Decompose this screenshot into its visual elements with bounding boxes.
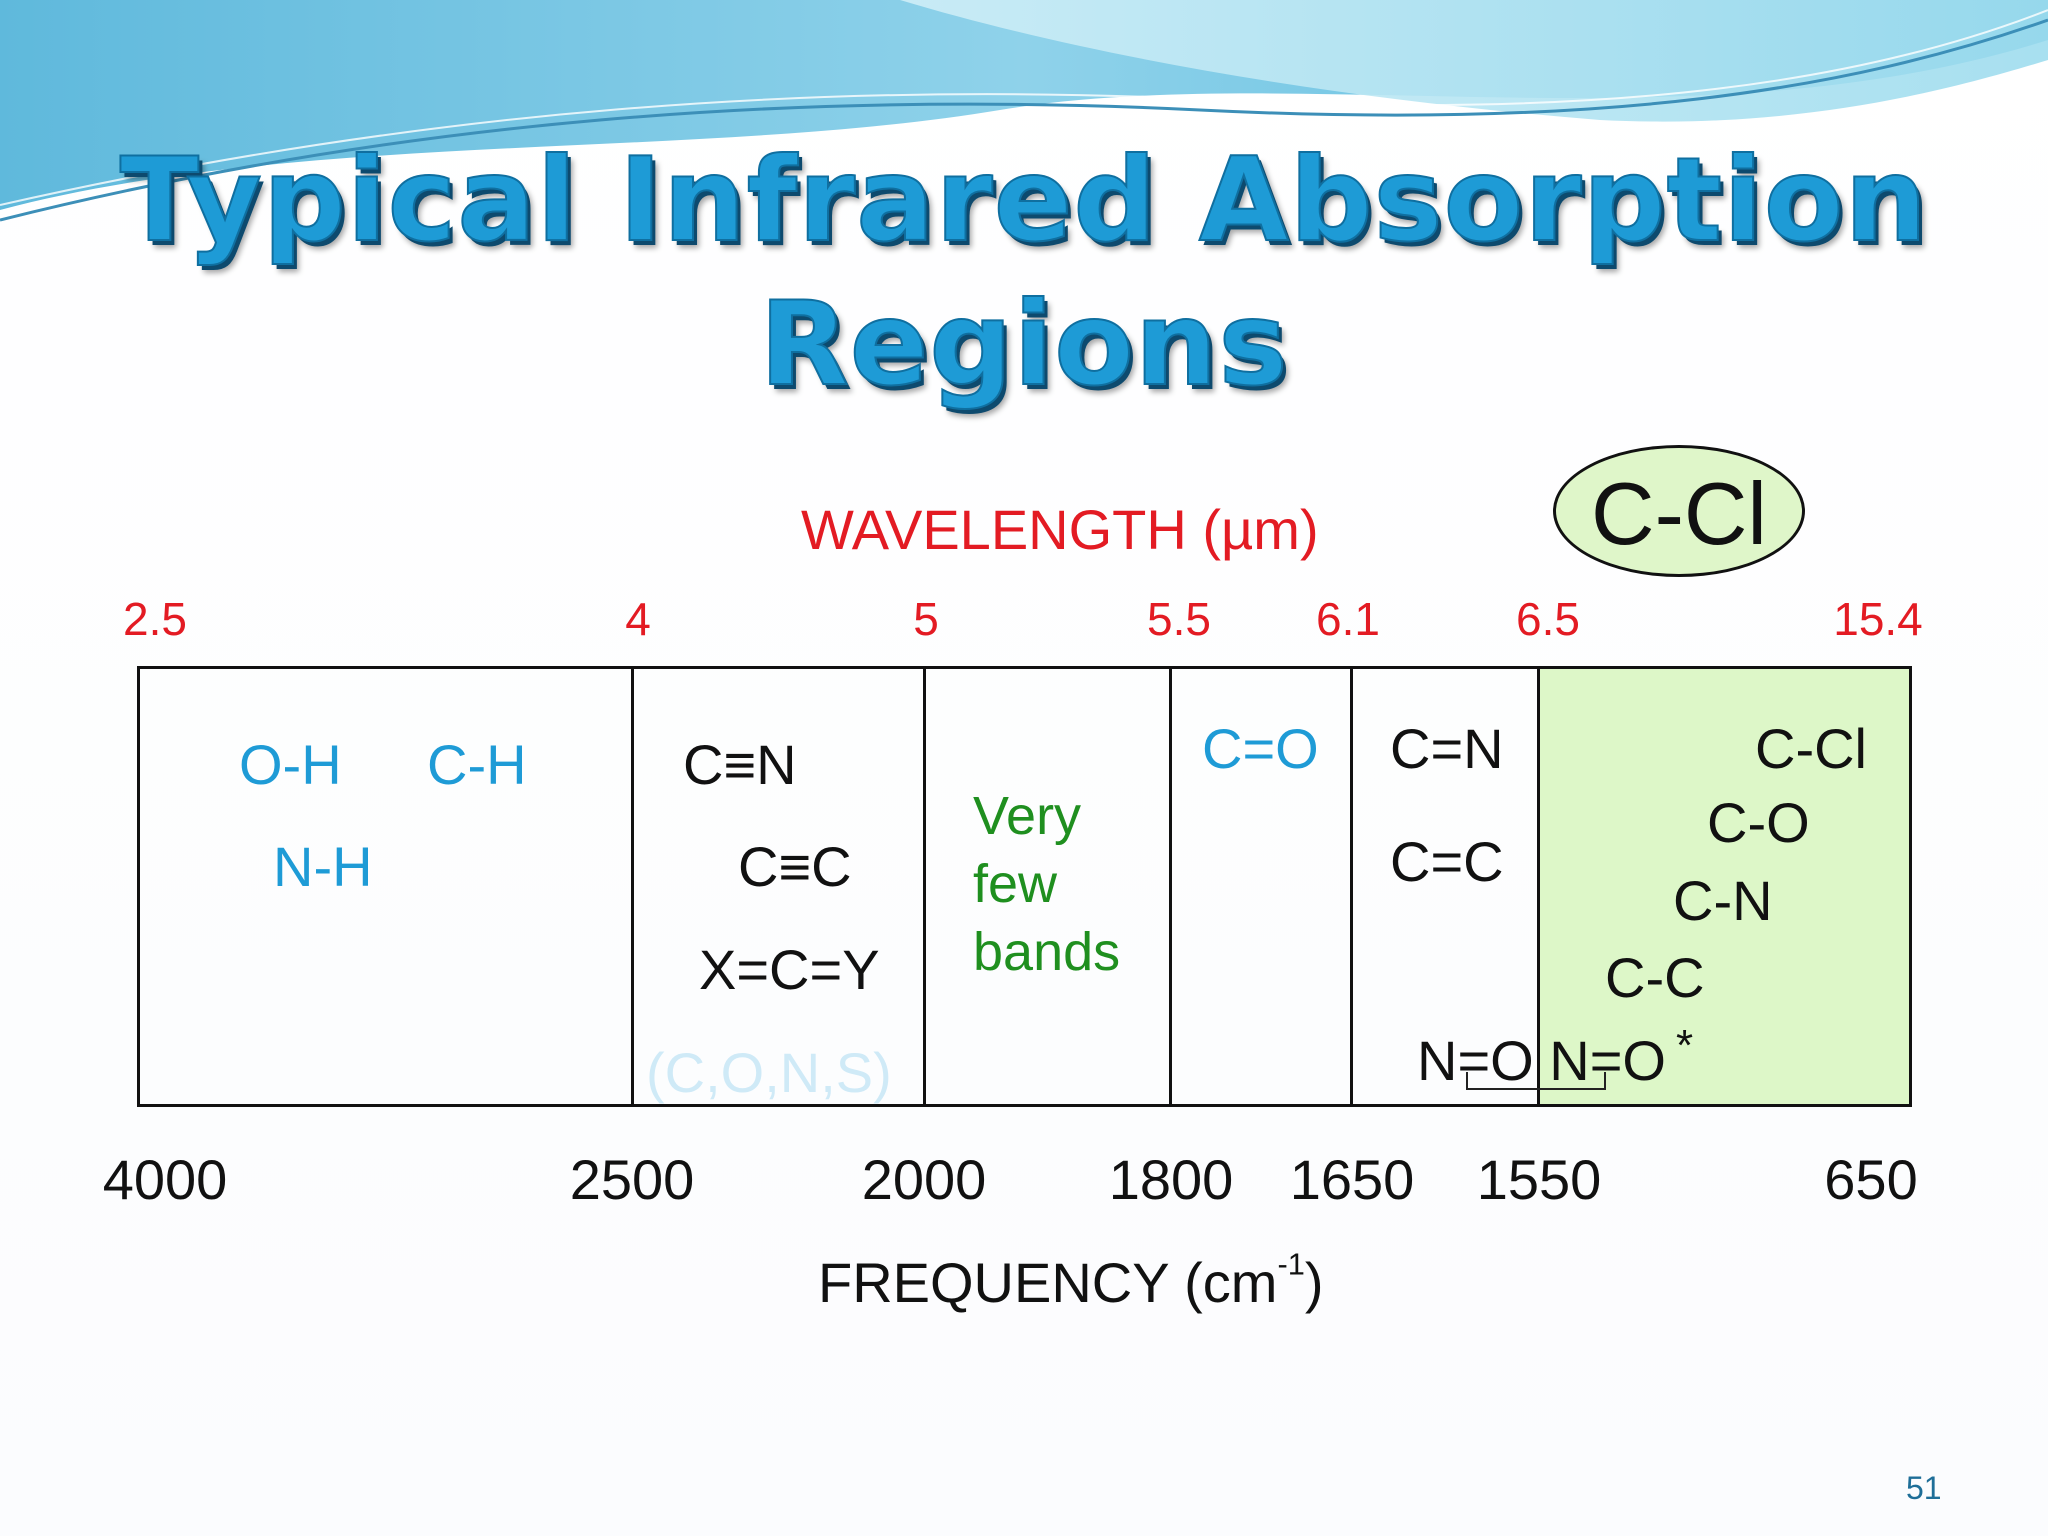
label-x-c-y: X=C=Y	[699, 938, 880, 1001]
header-wave-decoration	[0, 0, 2048, 222]
label-cons: (C,O,N,S)	[646, 1041, 892, 1104]
divider-1550	[1537, 666, 1540, 1107]
label-c-triple-n: C≡N	[683, 733, 797, 796]
asterisk-mark: *	[1676, 1021, 1694, 1070]
divider-2000	[923, 666, 926, 1107]
wavelength-tick-5-5: 5.5	[1147, 593, 1211, 645]
frequency-tick-2500: 2500	[569, 1148, 695, 1211]
label-c-c-single: C-C	[1605, 946, 1705, 1009]
divider-1650	[1350, 666, 1353, 1107]
label-c-triple-c: C≡C	[738, 835, 852, 898]
wavelength-tick-6-1: 6.1	[1316, 593, 1380, 645]
divider-2500	[631, 666, 634, 1107]
wavelength-tick-2-5: 2.5	[123, 593, 187, 645]
frequency-tick-1800: 1800	[1108, 1148, 1234, 1211]
frequency-tick-650: 650	[1824, 1148, 1918, 1211]
label-very: Very	[973, 786, 1082, 846]
wavelength-tick-4: 4	[625, 593, 651, 645]
title-line-1: Typical Infrared Absorption	[119, 132, 1929, 269]
title-line-2: Regions	[758, 276, 1289, 413]
c-cl-highlight-region	[1537, 666, 1912, 1107]
label-o-h: O-H	[239, 733, 342, 796]
wavelength-tick-5: 5	[913, 593, 939, 645]
label-bands: bands	[973, 922, 1121, 982]
divider-1800	[1169, 666, 1172, 1107]
page-number: 51	[1906, 1470, 1942, 1506]
label-c-h: C-H	[427, 733, 527, 796]
frequency-tick-4000: 4000	[102, 1148, 228, 1211]
label-c-n-single: C-N	[1673, 869, 1773, 932]
frequency-axis-label-base: FREQUENCY (cm	[818, 1251, 1278, 1314]
label-few: few	[973, 854, 1058, 914]
wavelength-tick-6-5: 6.5	[1516, 593, 1580, 645]
label-nitro-n-o: N=O N=O	[1417, 1029, 1666, 1092]
wavelength-axis-label: WAVELENGTH (µm)	[801, 498, 1319, 561]
frequency-axis-label-end: )	[1304, 1251, 1324, 1314]
frequency-tick-1550: 1550	[1476, 1148, 1602, 1211]
label-n-h: N-H	[273, 835, 373, 898]
c-cl-callout-label: C-Cl	[1591, 464, 1767, 563]
label-c-o-double: C=O	[1202, 717, 1319, 780]
frequency-axis-label-superscript: -1	[1277, 1246, 1305, 1282]
frequency-axis-label: FREQUENCY (cm-1)	[818, 1248, 1323, 1311]
nitro-bracket	[1466, 1072, 1606, 1090]
label-c-c-double: C=C	[1390, 830, 1504, 893]
label-c-n-double: C=N	[1390, 717, 1504, 780]
label-c-cl: C-Cl	[1755, 717, 1867, 780]
absorption-chart-frame	[137, 666, 1912, 1107]
wavelength-tick-15-4: 15.4	[1833, 593, 1923, 645]
c-cl-callout-oval	[1553, 445, 1805, 577]
label-c-o-single: C-O	[1707, 791, 1810, 854]
frequency-tick-1650: 1650	[1289, 1148, 1415, 1211]
frequency-tick-2000: 2000	[861, 1148, 987, 1211]
